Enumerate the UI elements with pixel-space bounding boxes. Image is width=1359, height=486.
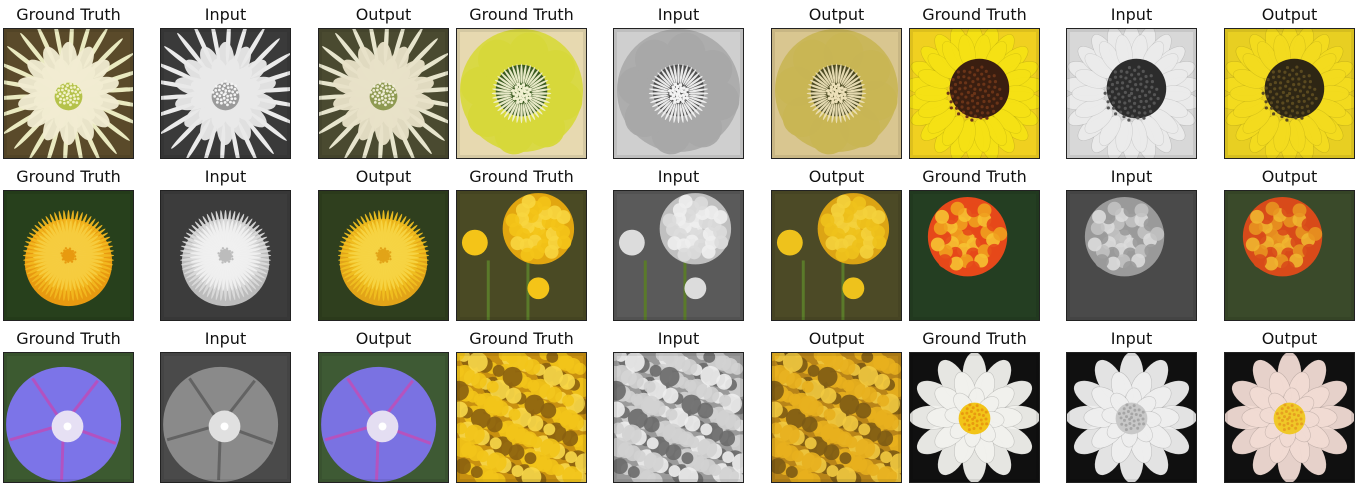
flower-image xyxy=(771,190,902,321)
flower-image xyxy=(456,352,587,483)
panel-title: Output xyxy=(1261,167,1318,186)
flower-image xyxy=(1066,352,1197,483)
panel-title: Ground Truth xyxy=(922,5,1027,24)
panel-title: Output xyxy=(355,329,412,348)
flower-image xyxy=(160,352,291,483)
flower-image xyxy=(1066,28,1197,159)
flower-image xyxy=(318,28,449,159)
flower-image xyxy=(1224,352,1355,483)
flower-image xyxy=(771,28,902,159)
flower-image xyxy=(318,190,449,321)
panel: Ground Truth xyxy=(3,0,134,162)
flower-image xyxy=(160,190,291,321)
panel: Ground Truth xyxy=(456,324,587,486)
panel: Input xyxy=(1066,162,1197,324)
panel: Input xyxy=(160,0,291,162)
panel-title: Ground Truth xyxy=(16,5,121,24)
panel-title: Ground Truth xyxy=(922,329,1027,348)
panel-title: Input xyxy=(1110,167,1153,186)
panel: Output xyxy=(1224,162,1355,324)
flower-image xyxy=(909,352,1040,483)
panel-title: Output xyxy=(808,5,865,24)
flower-image xyxy=(456,28,587,159)
flower-image xyxy=(909,190,1040,321)
panel-title: Input xyxy=(204,167,247,186)
panel: Input xyxy=(160,162,291,324)
panel-title: Output xyxy=(808,167,865,186)
panel: Output xyxy=(771,162,902,324)
panel: Ground Truth xyxy=(909,162,1040,324)
panel-title: Output xyxy=(1261,5,1318,24)
panel: Input xyxy=(160,324,291,486)
panel: Ground Truth xyxy=(456,0,587,162)
panel: Input xyxy=(1066,0,1197,162)
panel: Input xyxy=(613,0,744,162)
flower-image xyxy=(613,352,744,483)
panel: Ground Truth xyxy=(909,0,1040,162)
panel-title: Input xyxy=(204,5,247,24)
panel-title: Ground Truth xyxy=(469,329,574,348)
panel: Output xyxy=(771,324,902,486)
flower-image xyxy=(613,190,744,321)
panel: Output xyxy=(318,0,449,162)
flower-image xyxy=(160,28,291,159)
flower-image xyxy=(318,352,449,483)
flower-image xyxy=(909,28,1040,159)
flower-image xyxy=(456,190,587,321)
panel-title: Ground Truth xyxy=(16,329,121,348)
flower-image xyxy=(3,190,134,321)
flower-image xyxy=(613,28,744,159)
panel-title: Input xyxy=(657,167,700,186)
panel-title: Input xyxy=(657,5,700,24)
panel-title: Input xyxy=(657,329,700,348)
panel-title: Output xyxy=(808,329,865,348)
flower-image xyxy=(3,352,134,483)
panel: Input xyxy=(613,324,744,486)
panel: Ground Truth xyxy=(456,162,587,324)
panel: Input xyxy=(1066,324,1197,486)
panel-title: Ground Truth xyxy=(16,167,121,186)
panel-title: Output xyxy=(1261,329,1318,348)
panel-title: Output xyxy=(355,5,412,24)
panel-title: Ground Truth xyxy=(469,167,574,186)
panel-title: Output xyxy=(355,167,412,186)
panel: Output xyxy=(1224,0,1355,162)
flower-image xyxy=(1224,190,1355,321)
flower-image xyxy=(3,28,134,159)
panel: Input xyxy=(613,162,744,324)
flower-image xyxy=(771,352,902,483)
flower-image xyxy=(1066,190,1197,321)
panel: Output xyxy=(771,0,902,162)
panel: Output xyxy=(318,162,449,324)
panel: Ground Truth xyxy=(3,162,134,324)
panel-title: Ground Truth xyxy=(922,167,1027,186)
panel: Ground Truth xyxy=(909,324,1040,486)
flower-image xyxy=(1224,28,1355,159)
panel: Output xyxy=(1224,324,1355,486)
panel-title: Input xyxy=(204,329,247,348)
panel: Ground Truth xyxy=(3,324,134,486)
panel-title: Input xyxy=(1110,329,1153,348)
panel: Output xyxy=(318,324,449,486)
panel-title: Input xyxy=(1110,5,1153,24)
panel-title: Ground Truth xyxy=(469,5,574,24)
